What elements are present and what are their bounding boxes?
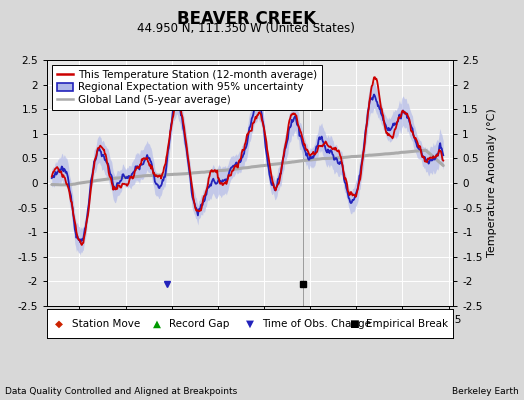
Text: ■: ■	[349, 318, 358, 329]
Y-axis label: Temperature Anomaly (°C): Temperature Anomaly (°C)	[487, 109, 497, 257]
Text: ◆: ◆	[56, 318, 63, 329]
Text: ▼: ▼	[246, 318, 254, 329]
Text: Record Gap: Record Gap	[169, 318, 230, 329]
Text: BEAVER CREEK: BEAVER CREEK	[177, 10, 316, 28]
Text: Berkeley Earth: Berkeley Earth	[452, 387, 519, 396]
Text: Station Move: Station Move	[71, 318, 140, 329]
Text: Data Quality Controlled and Aligned at Breakpoints: Data Quality Controlled and Aligned at B…	[5, 387, 237, 396]
Text: ▲: ▲	[153, 318, 161, 329]
Legend: This Temperature Station (12-month average), Regional Expectation with 95% uncer: This Temperature Station (12-month avera…	[52, 65, 322, 110]
Text: 44.950 N, 111.350 W (United States): 44.950 N, 111.350 W (United States)	[137, 22, 355, 35]
Text: Time of Obs. Change: Time of Obs. Change	[263, 318, 372, 329]
Text: Empirical Break: Empirical Break	[366, 318, 448, 329]
